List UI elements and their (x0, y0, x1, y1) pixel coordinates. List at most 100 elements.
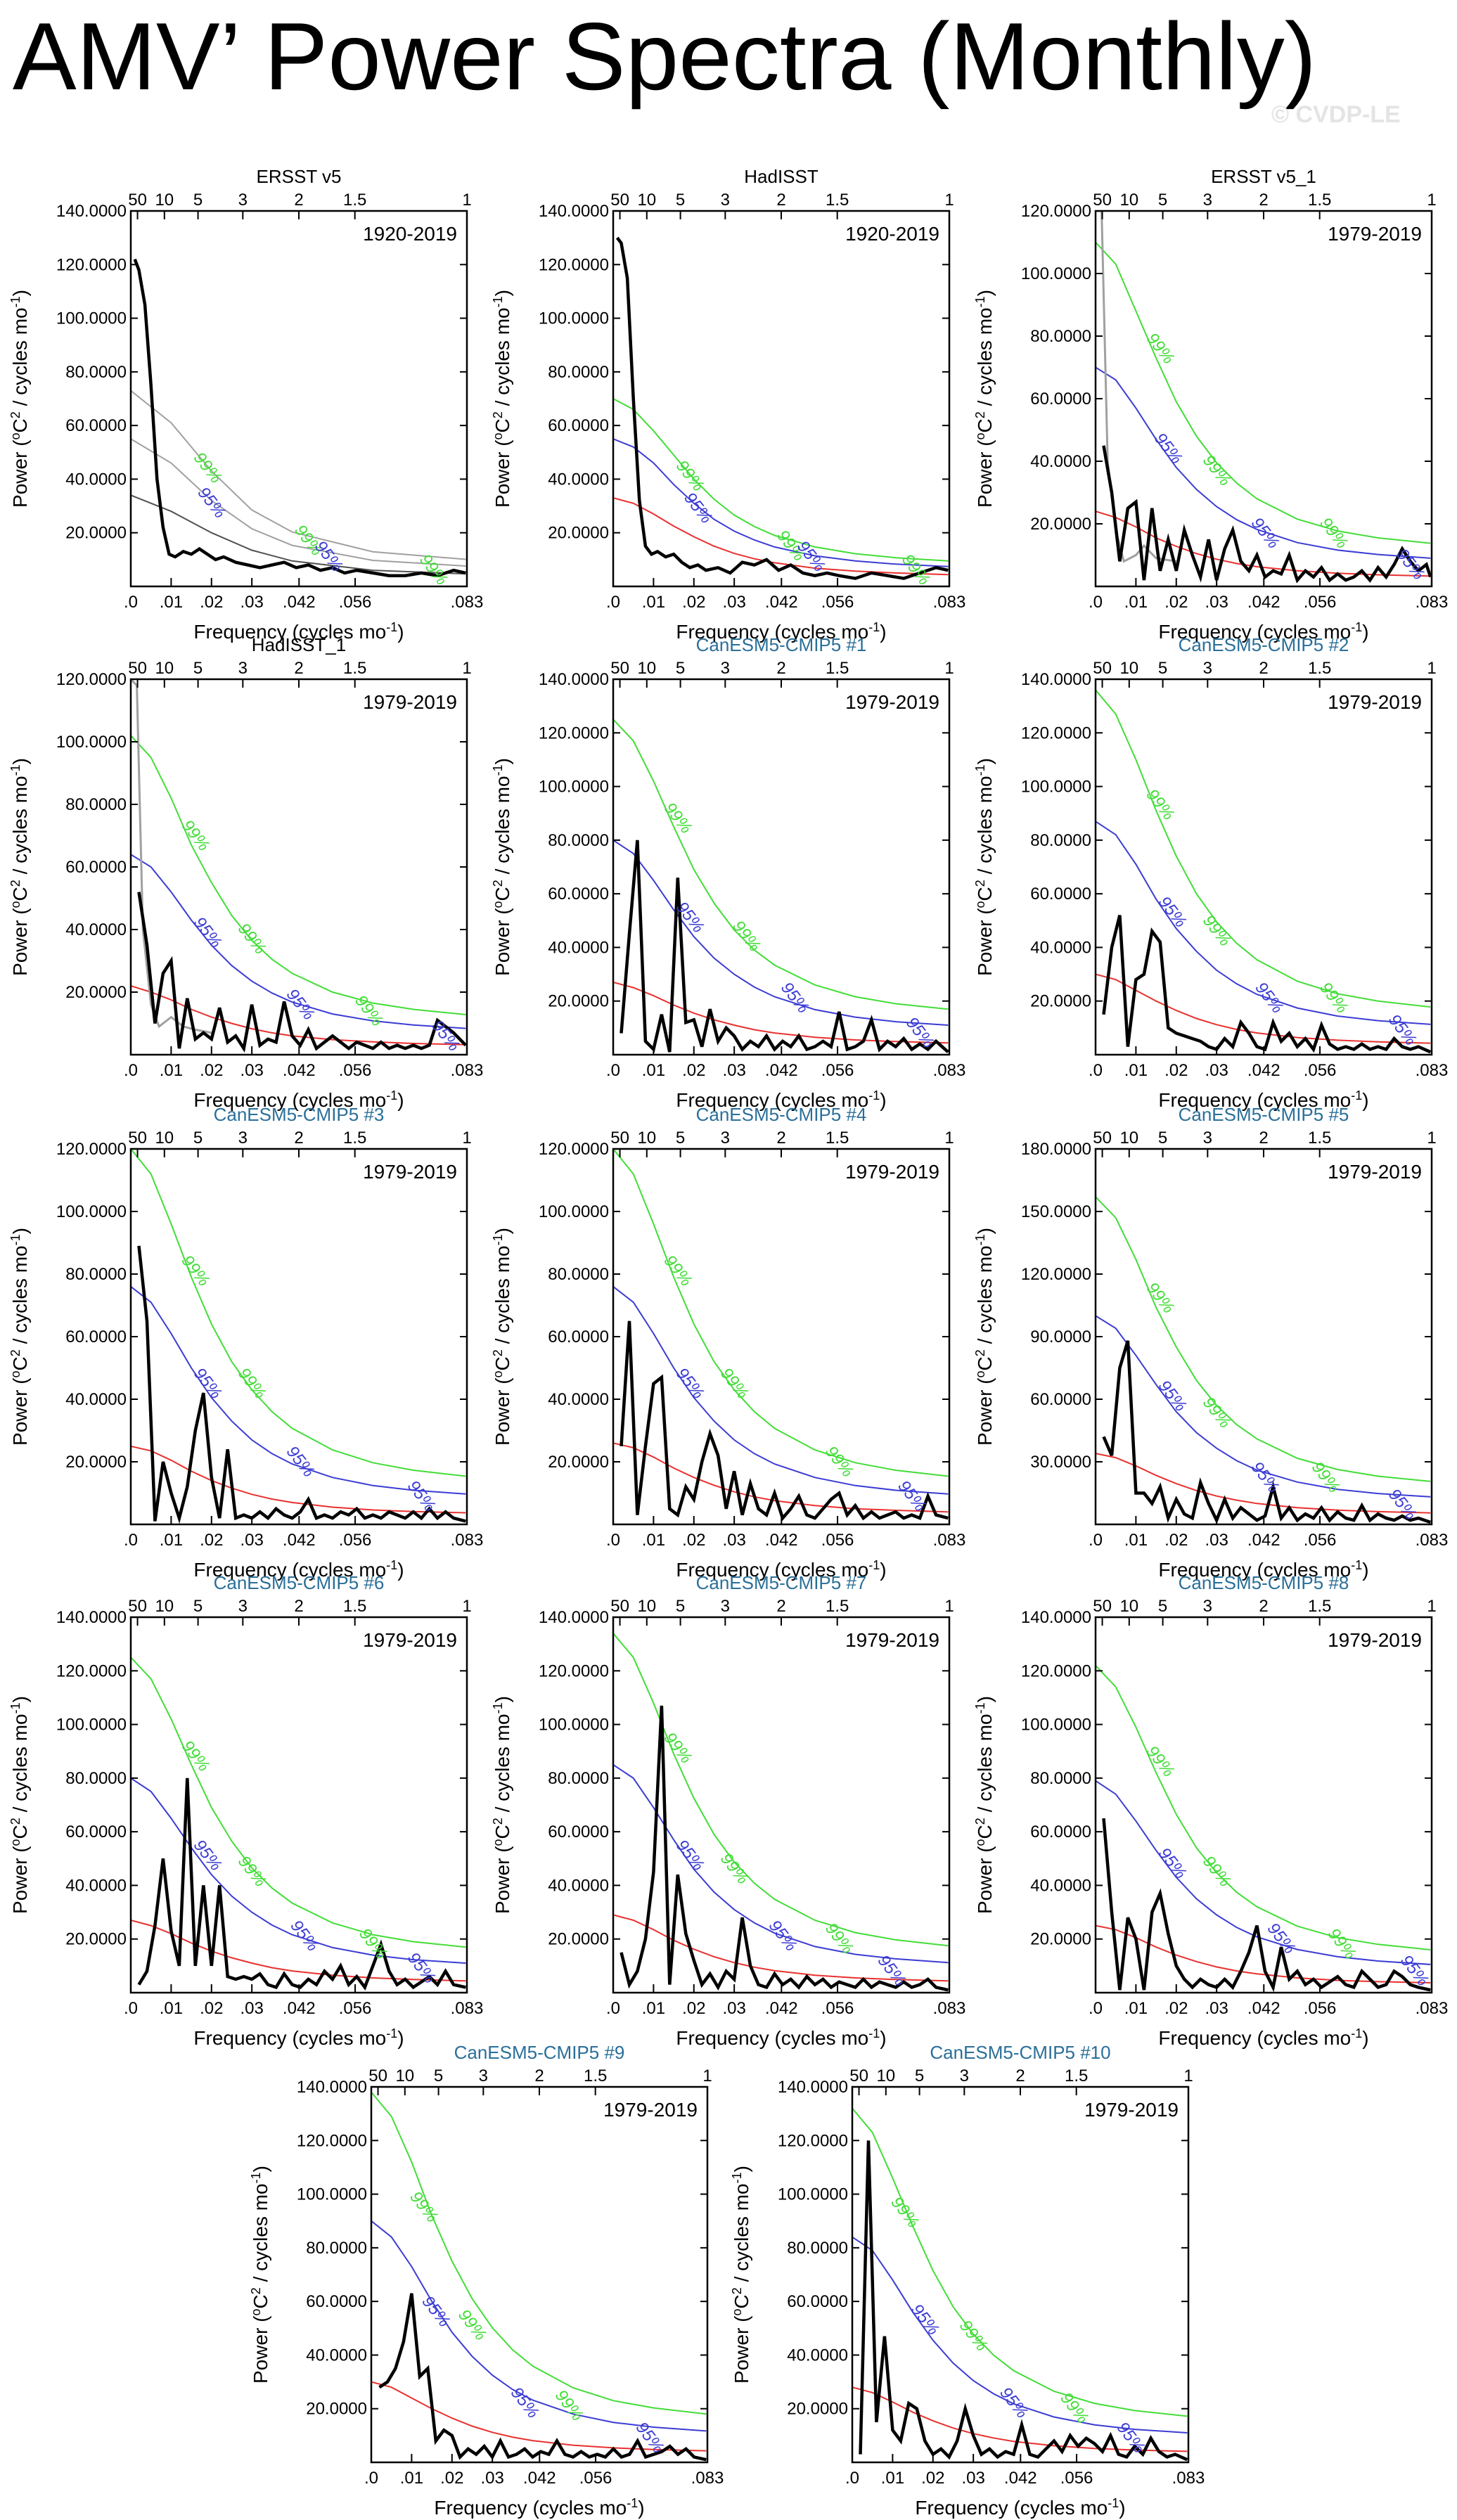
top-tick-label: 10 (637, 659, 656, 678)
y-axis-label-o: o (8, 1839, 23, 1846)
y-axis-label-suffix: / cycles mo (974, 1245, 996, 1349)
y-tick-label: 40.0000 (1030, 452, 1091, 471)
y-tick-label: 120.0000 (778, 2131, 848, 2150)
x-axis-label-sup: -1 (627, 2496, 638, 2510)
x-tick-label: .01 (642, 593, 665, 612)
panel-title: HadISST_1 (252, 634, 346, 655)
top-tick-label: 1.5 (343, 1597, 366, 1616)
y-tick-label: 120.0000 (1021, 1661, 1091, 1680)
x-axis-label: Frequency (cycles mo-1) (676, 620, 886, 643)
top-tick-label: 1 (944, 1129, 954, 1148)
y-tick-label: 20.0000 (65, 983, 127, 1002)
top-tick-label: 50 (128, 659, 147, 678)
curve-label: 95% (190, 913, 226, 951)
gray-curve (131, 438, 466, 567)
top-tick-label: 5 (676, 659, 685, 678)
y-axis-label-prefix: Power ( (492, 908, 513, 976)
curve-label: 95% (1155, 893, 1190, 931)
y-axis-label-sup: -1 (491, 764, 505, 776)
y-axis-label-2: 2 (973, 880, 987, 887)
curve-label: 95% (1155, 1844, 1190, 1882)
x-axis-label-end: ) (1362, 2027, 1368, 2049)
x-tick-label: .056 (1304, 1061, 1337, 1080)
y-tick-label: 60.0000 (1030, 1390, 1091, 1409)
y-axis-label-prefix: Power ( (974, 908, 996, 976)
panel-title: CanESM5-CMIP5 #3 (214, 1104, 385, 1125)
top-tick-label: 2 (294, 659, 303, 678)
y-tick-label: 120.0000 (539, 724, 609, 742)
spectrum-line (133, 258, 466, 578)
curve-label: 99% (821, 1920, 857, 1958)
top-tick-label: 5 (1158, 1129, 1167, 1148)
y-axis-label-suffix: / cycles mo (492, 776, 513, 880)
y-axis-label-o: o (973, 1370, 987, 1377)
curve-label: 95% (1155, 1377, 1190, 1415)
y-axis-label-sup: -1 (491, 1234, 505, 1245)
curve-label: 99% (234, 1364, 270, 1402)
x-tick-label: .042 (765, 1531, 798, 1550)
y-tick-label: 20.0000 (1030, 515, 1091, 534)
top-tick-label: 10 (155, 1597, 174, 1616)
y-axis-label-suffix: / cycles mo (974, 776, 996, 880)
y-tick-label: 140.0000 (539, 202, 609, 221)
x-tick-label: .03 (1205, 1061, 1228, 1080)
plot-frame (612, 210, 951, 588)
y-axis-label-prefix: Power ( (492, 439, 513, 508)
y-axis-label-2: 2 (249, 2287, 263, 2294)
x-tick-label: .042 (1004, 2469, 1037, 2488)
panel-title: CanESM5-CMIP5 #1 (696, 634, 867, 655)
top-tick-label: 3 (1203, 659, 1212, 678)
top-tick-label: 50 (610, 191, 629, 210)
curve-label: 95% (672, 1364, 708, 1402)
y-axis-label-c: C (974, 887, 996, 901)
x-axis-label-sup: -1 (1351, 620, 1362, 634)
y-axis-label-2: 2 (491, 880, 505, 887)
x-axis-label-sup: -1 (386, 620, 397, 634)
top-tick-label: 5 (193, 659, 203, 678)
x-axis-label: Frequency (cycles mo-1) (676, 1088, 886, 1111)
x-tick-label: .03 (722, 1999, 745, 2018)
y-axis-label: Power (oC2 / cycles mo-1) (730, 2166, 752, 2384)
top-tick-label: 5 (193, 1597, 203, 1616)
y-tick-label: 20.0000 (1030, 992, 1091, 1011)
top-tick-label: 3 (479, 2066, 488, 2085)
y-axis-label-c: C (9, 887, 31, 901)
curve-label: 99% (956, 2317, 991, 2355)
x-tick-label: .056 (1304, 1999, 1337, 2018)
top-tick-label: 5 (1158, 659, 1167, 678)
top-tick-label: 2 (1259, 1597, 1268, 1616)
y-axis-label: Power (oC2 / cycles mo-1) (8, 1696, 31, 1914)
y-tick-label: 20.0000 (65, 1930, 127, 1949)
y-axis-label-sup: -1 (8, 1234, 23, 1245)
x-axis-label-end: ) (1362, 1559, 1368, 1581)
x-tick-label: .042 (765, 1999, 798, 2018)
panel-title: CanESM5-CMIP5 #9 (454, 2042, 625, 2063)
curve-label: 99% (406, 2188, 442, 2226)
sig95-curve (613, 840, 949, 1026)
gray-curve (131, 494, 466, 575)
top-tick-label: 50 (610, 1597, 629, 1616)
y-tick-label: 120.0000 (56, 1661, 127, 1680)
y-tick-label: 100.0000 (56, 309, 127, 328)
x-axis-label: Frequency (cycles mo-1) (676, 2026, 886, 2049)
page-title: AMV’ Power Spectra (Monthly) (12, 3, 1317, 110)
x-tick-label: .02 (1164, 593, 1188, 612)
y-axis-label-suffix: / cycles mo (731, 2183, 752, 2287)
panel-title: CanESM5-CMIP5 #8 (1179, 1572, 1349, 1593)
top-tick-label: 3 (1203, 191, 1212, 210)
top-tick-label: 3 (238, 1597, 248, 1616)
panel-period: 1979-2019 (1328, 1161, 1422, 1183)
spectrum-line (1102, 1818, 1431, 1993)
y-axis-label-prefix: Power ( (9, 439, 31, 508)
x-tick-label: .0 (606, 1999, 620, 2018)
x-tick-label: .01 (642, 1999, 665, 2018)
curve-label: 99% (660, 799, 696, 837)
top-tick-label: 5 (193, 1129, 203, 1148)
y-axis-label-sup: -1 (249, 2172, 263, 2183)
curve-label: 95% (190, 1836, 226, 1874)
x-tick-label: .083 (933, 1061, 966, 1080)
y-axis-label-2: 2 (973, 411, 987, 418)
y-axis-label-prefix: Power ( (250, 2315, 271, 2384)
